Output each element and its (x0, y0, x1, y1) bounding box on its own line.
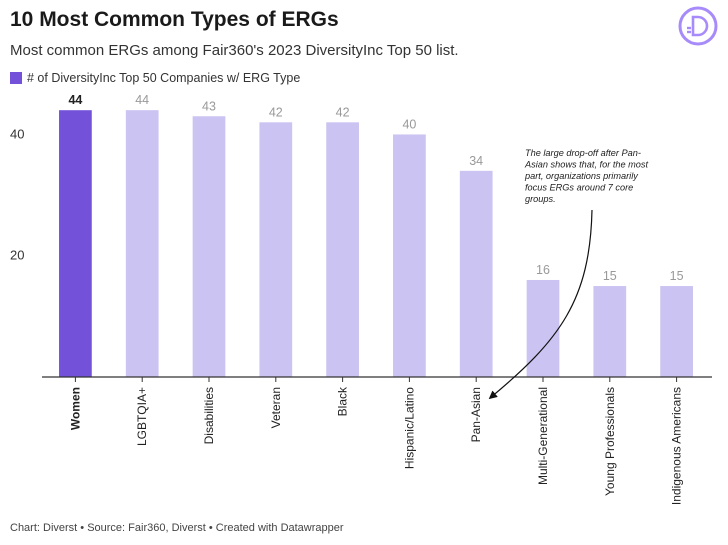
bar-lgbtqia (125, 110, 159, 377)
bar-women (59, 110, 92, 377)
bar-black (326, 122, 359, 377)
annotation-arrow (488, 209, 593, 400)
annotation-text-line: focus ERGs around 7 core (525, 183, 633, 193)
annotation: The large drop-off after Pan- Asian shows… (488, 148, 649, 400)
value-label: 15 (670, 269, 684, 283)
bar-disabilities (192, 116, 226, 378)
x-tick-label: Multi-Generational (536, 387, 550, 485)
value-label: 42 (269, 105, 283, 119)
value-label: 42 (336, 105, 350, 119)
y-tick-label: 40 (10, 126, 24, 141)
value-label: 44 (68, 93, 82, 107)
bar-multi-generational (526, 279, 560, 377)
value-label: 44 (135, 93, 149, 107)
value-label: 34 (469, 154, 483, 168)
x-tick-label: Black (336, 386, 350, 416)
bar-pan-asian (459, 170, 493, 377)
legend-label: # of DiversityInc Top 50 Companies w/ ER… (27, 71, 301, 85)
diverst-logo-icon (678, 6, 718, 46)
x-tick-label: Pan-Asian (469, 387, 483, 442)
annotation-text-line: Asian shows that, for the most (524, 160, 649, 170)
chart-subtitle: Most common ERGs among Fair360's 2023 Di… (10, 42, 459, 59)
annotation-text-line: The large drop-off after Pan- (525, 148, 641, 158)
chart-footer: Chart: Diverst • Source: Fair360, Divers… (10, 522, 344, 534)
bar-veteran (259, 122, 293, 377)
y-tick-label: 20 (10, 248, 24, 263)
bar-young-professionals (593, 286, 627, 377)
annotation-text-line: part, organizations primarily (524, 171, 639, 181)
value-label: 43 (202, 99, 216, 113)
x-tick-label: Hispanic/Latino (402, 387, 416, 469)
chart-title: 10 Most Common Types of ERGs (10, 8, 339, 31)
legend: # of DiversityInc Top 50 Companies w/ ER… (10, 71, 300, 85)
value-label: 15 (603, 269, 617, 283)
bar-hispanic-latino (393, 134, 426, 377)
x-tick-label: Veteran (269, 387, 283, 428)
annotation-text-line: groups. (525, 194, 556, 204)
value-label: 40 (402, 117, 416, 131)
bar-indigenous-americans (660, 286, 693, 377)
value-label: 16 (536, 263, 550, 277)
legend-swatch (10, 72, 22, 84)
x-tick-label: Women (68, 387, 82, 430)
x-tick-label: LGBTQIA+ (135, 387, 149, 446)
x-tick-label: Indigenous Americans (670, 387, 684, 505)
x-tick-label: Disabilities (202, 387, 216, 444)
bar-chart: 44 44 43 42 42 40 34 16 15 15 20 40 Women LGBTQIA+ Di… (10, 93, 712, 505)
x-tick-label: Young Professionals (603, 387, 617, 496)
